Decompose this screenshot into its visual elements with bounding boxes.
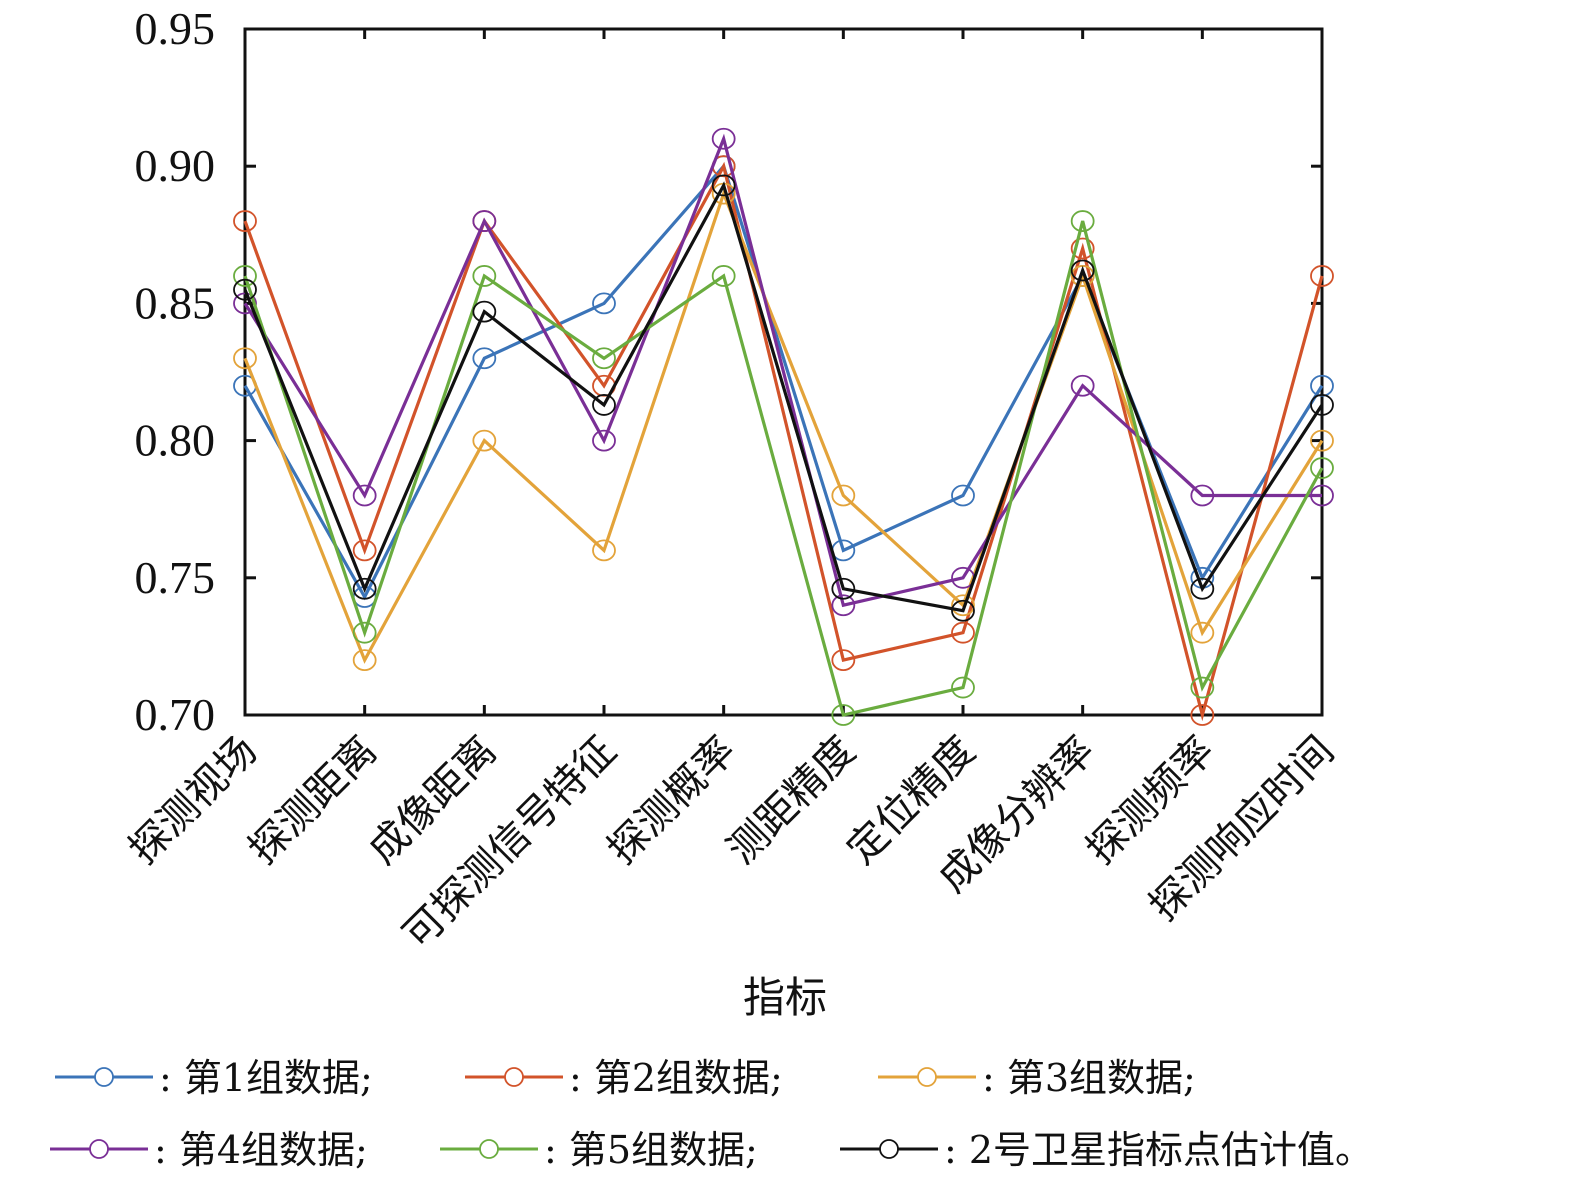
data-point [1190, 704, 1215, 726]
plot-frame [243, 27, 1324, 717]
data-point [472, 300, 497, 323]
legend-item: : 第5组数据; [440, 1128, 758, 1172]
data-point [1070, 374, 1095, 397]
series-4 [233, 127, 1334, 617]
data-point [472, 210, 497, 232]
data-point [472, 265, 497, 287]
y-axis: 0.70 0.75 0.80 0.85 0.90 0.95 [135, 3, 1322, 740]
y-tick-label: 0.85 [135, 277, 216, 328]
data-point [592, 429, 616, 452]
legend-marker-swatch [917, 1067, 937, 1087]
data-point [1310, 457, 1334, 479]
data-point [951, 599, 975, 622]
legend-marker-swatch [879, 1139, 899, 1159]
data-point [592, 394, 616, 416]
legend: : 第1组数据; : 第2组数据; : 第3组数据; : 第4组数据; : 第5组数据;… [50, 1056, 1373, 1172]
series-layer [233, 127, 1334, 726]
x-tick-label: 可探测信号特征 [395, 728, 626, 959]
x-tick-label: 测距精度 [719, 728, 865, 874]
legend-label: : 第4组数据; [154, 1128, 368, 1172]
data-point [352, 649, 377, 672]
data-point [592, 539, 616, 562]
legend-label: : 第5组数据; [544, 1128, 758, 1172]
data-point [1070, 210, 1095, 232]
x-tick-label: 探测概率 [599, 728, 745, 874]
data-point [233, 210, 257, 232]
legend-marker-swatch [89, 1139, 109, 1159]
series-line [243, 181, 1324, 613]
series-line [243, 161, 1324, 722]
legend-label: : 2号卫星指标点估计值。 [944, 1128, 1373, 1172]
legend-label: : 第1组数据; [159, 1056, 373, 1100]
legend-marker-swatch [504, 1067, 524, 1087]
data-point [352, 621, 377, 644]
data-point [1190, 621, 1215, 644]
y-tick-label: 0.70 [135, 689, 216, 740]
data-point [951, 594, 975, 617]
legend-marker-swatch [94, 1067, 114, 1087]
y-tick-label: 0.95 [135, 3, 216, 54]
data-point [831, 704, 856, 726]
legend-item: : 第2组数据; [465, 1056, 783, 1100]
data-point [352, 539, 377, 562]
data-point [1190, 577, 1215, 600]
series-6 [233, 174, 1334, 622]
data-point [951, 484, 975, 507]
data-point [1310, 394, 1334, 416]
data-point [1310, 429, 1334, 452]
legend-label: : 第3组数据; [982, 1056, 1196, 1100]
data-point [592, 292, 616, 315]
data-point [592, 347, 616, 370]
series-3 [233, 182, 1334, 672]
data-point [711, 174, 736, 197]
legend-item: : 第3组数据; [878, 1056, 1196, 1100]
x-tick-label: 探测视场 [120, 728, 266, 874]
y-tick-label: 0.75 [135, 552, 216, 603]
x-tick-label: 探测距离 [240, 728, 386, 874]
legend-label: : 第2组数据; [569, 1056, 783, 1100]
data-point [1190, 484, 1215, 507]
plot-border [243, 27, 1324, 717]
data-point [1310, 484, 1334, 507]
data-point [831, 484, 856, 507]
series-line [243, 133, 1322, 608]
data-point [233, 265, 257, 287]
legend-item: : 第1组数据; [55, 1056, 373, 1100]
data-point [831, 577, 856, 600]
data-point [951, 676, 975, 699]
data-point [831, 594, 856, 617]
legend-marker-swatch [479, 1139, 499, 1159]
data-point [951, 621, 975, 644]
series-2 [233, 155, 1334, 726]
data-point [1190, 676, 1215, 699]
legend-item: : 2号卫星指标点估计值。 [840, 1128, 1373, 1172]
data-point [711, 265, 736, 287]
data-point [352, 484, 377, 507]
data-point [711, 127, 736, 150]
series-5 [233, 210, 1334, 726]
x-axis-title: 指标 [743, 973, 827, 1022]
data-point [233, 347, 257, 370]
data-point [472, 347, 497, 370]
y-tick-label: 0.80 [135, 415, 216, 466]
series-line [243, 220, 1324, 717]
y-tick-label: 0.90 [135, 140, 216, 191]
series-line [243, 188, 1324, 664]
data-point [1310, 265, 1334, 287]
data-point [472, 429, 497, 452]
data-point [352, 577, 377, 600]
data-point [1070, 237, 1095, 260]
legend-item: : 第4组数据; [50, 1128, 368, 1172]
data-point [1070, 259, 1095, 282]
data-point [233, 278, 257, 301]
data-point [831, 649, 856, 672]
